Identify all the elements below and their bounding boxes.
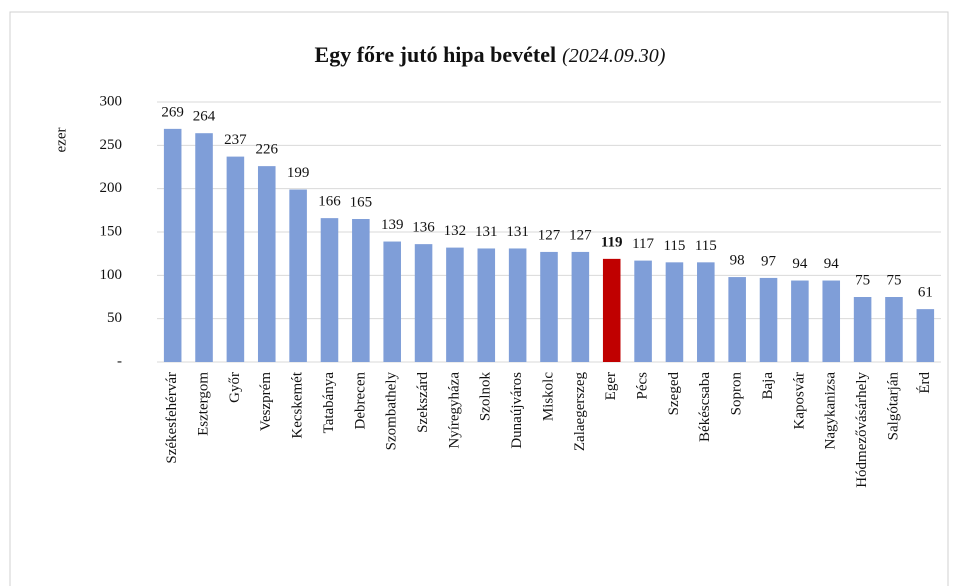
- data-label: 139: [381, 217, 404, 233]
- data-label: 94: [824, 256, 840, 272]
- data-label: 264: [193, 109, 216, 125]
- x-tick-label: Szeged: [666, 372, 682, 416]
- x-tick-label: Baja: [760, 372, 776, 400]
- data-label: 131: [506, 224, 529, 240]
- data-label: 136: [412, 220, 435, 236]
- chart-title: Egy főre jutó hipa bevétel: [315, 42, 557, 67]
- x-tick-label: Salgótarján: [885, 372, 901, 441]
- data-label: 61: [918, 285, 933, 301]
- bar: [634, 260, 652, 362]
- bar: [540, 251, 558, 362]
- y-tick-label: 250: [100, 137, 123, 153]
- x-tick-label: Hódmezővásárhely: [854, 372, 870, 488]
- data-label: 117: [632, 236, 654, 252]
- x-tick-label: Eger: [603, 372, 619, 400]
- data-label: 199: [287, 165, 310, 181]
- data-label: 115: [695, 238, 717, 254]
- x-tick-label: Szombathely: [384, 372, 400, 451]
- data-label: 127: [569, 227, 592, 243]
- data-label: 127: [538, 227, 561, 243]
- x-tick-label: Veszprém: [258, 372, 274, 431]
- bar: [289, 189, 307, 362]
- data-label: 166: [318, 194, 341, 210]
- bar: [571, 251, 590, 362]
- bar: [759, 277, 778, 362]
- data-label: 119: [601, 234, 623, 250]
- bar: [508, 248, 527, 362]
- y-axis-label: ezer: [53, 128, 69, 153]
- y-tick-label: -: [117, 353, 122, 369]
- x-tick-label: Esztergom: [195, 372, 211, 436]
- data-label: 75: [855, 272, 870, 288]
- bar: [697, 262, 715, 362]
- x-tick-label: Tatabánya: [321, 372, 337, 434]
- bar: [195, 133, 213, 362]
- x-tick-label: Szekszárd: [415, 372, 431, 433]
- y-tick-label: 200: [100, 180, 123, 196]
- x-tick-label: Zalaegerszeg: [572, 372, 588, 452]
- bar: [822, 280, 841, 362]
- bar: [226, 156, 245, 362]
- data-label: 115: [663, 238, 685, 254]
- bar: [885, 297, 903, 362]
- x-tick-label: Székesfehérvár: [164, 372, 180, 464]
- bar: [163, 128, 182, 362]
- data-label: 131: [475, 224, 498, 240]
- data-label: 237: [224, 132, 247, 148]
- chart-title-line: Egy főre jutó hipa bevétel (2024.09.30): [315, 42, 666, 67]
- data-label: 226: [256, 142, 279, 158]
- x-tick-label: Szolnok: [478, 372, 494, 422]
- x-tick-label: Dunaújváros: [509, 372, 525, 449]
- data-label: 75: [886, 272, 901, 288]
- data-label: 97: [761, 253, 777, 269]
- bar: [853, 297, 872, 362]
- data-label: 132: [444, 223, 467, 239]
- bar: [383, 241, 401, 362]
- bar: [477, 248, 496, 362]
- x-tick-label: Kecskemét: [290, 371, 306, 438]
- bar: [320, 218, 339, 362]
- data-label: 98: [730, 253, 745, 269]
- bar: [602, 258, 621, 362]
- chart-subtitle: (2024.09.30): [562, 45, 666, 67]
- bar: [352, 219, 370, 362]
- y-tick-label: 100: [100, 267, 123, 283]
- x-tick-label: Miskolc: [540, 372, 556, 422]
- bar: [791, 280, 809, 362]
- bar: [665, 262, 684, 362]
- x-tick-label: Kaposvár: [791, 372, 807, 429]
- data-label: 165: [350, 194, 373, 210]
- bar: [916, 309, 935, 362]
- x-tick-label: Debrecen: [352, 372, 368, 430]
- x-tick-label: Sopron: [729, 372, 745, 416]
- data-label: 269: [161, 104, 184, 120]
- x-tick-label: Pécs: [635, 372, 651, 400]
- x-tick-label: Győr: [227, 372, 243, 403]
- x-tick-label: Érd: [916, 372, 933, 394]
- x-tick-label: Nyíregyháza: [446, 372, 462, 449]
- bar: [414, 244, 433, 362]
- y-tick-label: 300: [100, 93, 123, 109]
- x-tick-label: Nagykanizsa: [823, 372, 839, 450]
- x-tick-label: Békéscsaba: [697, 372, 713, 442]
- y-tick-label: 50: [107, 310, 122, 326]
- y-tick-label: 150: [100, 223, 123, 239]
- data-label: 94: [792, 256, 808, 272]
- bar: [446, 247, 464, 362]
- bar: [257, 166, 276, 362]
- bar: [728, 277, 746, 362]
